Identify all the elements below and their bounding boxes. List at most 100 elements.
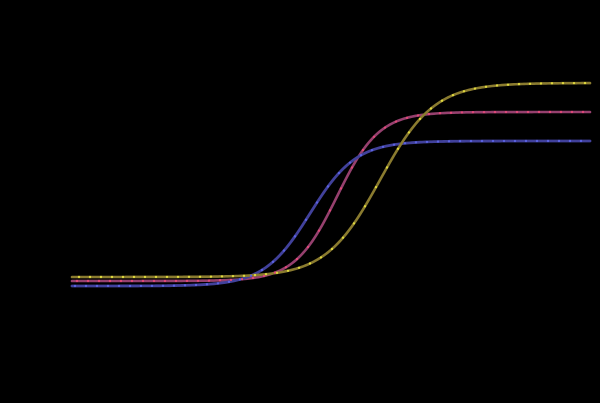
data-point-crimson-sigmoid bbox=[306, 245, 310, 249]
data-point-olive-sigmoid bbox=[484, 85, 488, 88]
data-point-olive-sigmoid bbox=[418, 117, 422, 121]
data-point-olive-sigmoid bbox=[473, 87, 477, 90]
data-point-crimson-sigmoid bbox=[97, 279, 101, 283]
series-markers-olive-sigmoid bbox=[77, 81, 587, 279]
data-point-blue-sigmoid bbox=[216, 282, 220, 285]
data-point-olive-sigmoid bbox=[297, 266, 301, 269]
data-point-crimson-sigmoid bbox=[185, 279, 189, 283]
data-point-crimson-sigmoid bbox=[548, 110, 552, 114]
data-point-olive-sigmoid bbox=[550, 82, 554, 85]
data-point-blue-sigmoid bbox=[403, 142, 407, 145]
data-point-olive-sigmoid bbox=[198, 275, 202, 278]
data-point-blue-sigmoid bbox=[568, 139, 572, 143]
data-point-blue-sigmoid bbox=[337, 171, 341, 175]
data-point-olive-sigmoid bbox=[396, 147, 400, 151]
data-point-crimson-sigmoid bbox=[119, 279, 123, 283]
data-point-crimson-sigmoid bbox=[570, 110, 574, 114]
data-point-blue-sigmoid bbox=[139, 284, 143, 288]
data-point-olive-sigmoid bbox=[352, 222, 356, 225]
data-point-olive-sigmoid bbox=[407, 131, 411, 134]
data-point-blue-sigmoid bbox=[183, 284, 187, 287]
data-point-olive-sigmoid bbox=[572, 81, 576, 85]
data-point-crimson-sigmoid bbox=[493, 110, 497, 114]
data-point-crimson-sigmoid bbox=[361, 148, 365, 152]
data-point-crimson-sigmoid bbox=[328, 209, 332, 212]
data-point-blue-sigmoid bbox=[392, 143, 396, 146]
data-point-blue-sigmoid bbox=[546, 139, 550, 143]
data-point-olive-sigmoid bbox=[99, 275, 103, 279]
data-point-olive-sigmoid bbox=[517, 82, 521, 86]
data-point-crimson-sigmoid bbox=[317, 229, 321, 232]
data-point-crimson-sigmoid bbox=[251, 276, 255, 280]
data-point-blue-sigmoid bbox=[414, 141, 418, 144]
data-point-crimson-sigmoid bbox=[526, 110, 530, 114]
data-point-crimson-sigmoid bbox=[75, 279, 79, 283]
data-point-blue-sigmoid bbox=[557, 139, 561, 143]
data-point-crimson-sigmoid bbox=[295, 257, 299, 261]
data-point-blue-sigmoid bbox=[84, 284, 88, 288]
data-point-blue-sigmoid bbox=[436, 140, 440, 143]
data-point-olive-sigmoid bbox=[330, 247, 334, 251]
data-point-olive-sigmoid bbox=[462, 90, 466, 93]
data-point-olive-sigmoid bbox=[264, 273, 268, 276]
data-point-blue-sigmoid bbox=[480, 139, 484, 143]
data-point-crimson-sigmoid bbox=[427, 112, 431, 116]
data-point-olive-sigmoid bbox=[143, 275, 147, 279]
data-point-crimson-sigmoid bbox=[416, 114, 420, 117]
data-point-olive-sigmoid bbox=[176, 275, 180, 279]
data-point-crimson-sigmoid bbox=[284, 266, 288, 269]
data-point-crimson-sigmoid bbox=[174, 279, 178, 283]
data-point-blue-sigmoid bbox=[524, 139, 528, 143]
data-point-blue-sigmoid bbox=[458, 140, 462, 143]
data-point-crimson-sigmoid bbox=[471, 111, 475, 114]
data-point-olive-sigmoid bbox=[341, 236, 345, 239]
data-point-blue-sigmoid bbox=[161, 284, 165, 287]
data-point-blue-sigmoid bbox=[271, 260, 275, 264]
data-point-crimson-sigmoid bbox=[504, 110, 508, 114]
data-point-blue-sigmoid bbox=[359, 154, 363, 157]
data-point-olive-sigmoid bbox=[308, 262, 312, 265]
data-point-blue-sigmoid bbox=[469, 139, 473, 143]
data-point-olive-sigmoid bbox=[220, 275, 224, 278]
data-point-crimson-sigmoid bbox=[394, 120, 398, 123]
data-point-olive-sigmoid bbox=[363, 205, 367, 208]
data-point-blue-sigmoid bbox=[238, 278, 242, 281]
data-point-crimson-sigmoid bbox=[273, 271, 277, 274]
data-point-crimson-sigmoid bbox=[383, 126, 387, 129]
data-point-blue-sigmoid bbox=[535, 139, 539, 143]
data-point-olive-sigmoid bbox=[165, 275, 169, 279]
data-point-olive-sigmoid bbox=[187, 275, 191, 279]
data-point-crimson-sigmoid bbox=[207, 279, 211, 282]
data-point-crimson-sigmoid bbox=[218, 279, 222, 282]
data-point-blue-sigmoid bbox=[491, 139, 495, 143]
data-point-crimson-sigmoid bbox=[405, 116, 409, 120]
data-point-blue-sigmoid bbox=[128, 284, 132, 288]
data-point-olive-sigmoid bbox=[429, 107, 433, 110]
data-point-crimson-sigmoid bbox=[130, 279, 134, 283]
data-point-crimson-sigmoid bbox=[515, 110, 519, 114]
data-point-olive-sigmoid bbox=[385, 166, 389, 169]
data-point-crimson-sigmoid bbox=[229, 278, 233, 282]
data-point-crimson-sigmoid bbox=[350, 166, 354, 169]
data-point-blue-sigmoid bbox=[348, 161, 352, 164]
data-point-blue-sigmoid bbox=[95, 284, 99, 288]
data-point-blue-sigmoid bbox=[381, 145, 385, 149]
data-point-olive-sigmoid bbox=[242, 274, 246, 277]
data-point-blue-sigmoid bbox=[117, 284, 121, 288]
data-point-blue-sigmoid bbox=[260, 268, 264, 272]
data-point-blue-sigmoid bbox=[425, 140, 429, 144]
data-point-crimson-sigmoid bbox=[460, 111, 464, 114]
data-point-olive-sigmoid bbox=[506, 83, 510, 86]
data-point-crimson-sigmoid bbox=[141, 279, 145, 283]
data-point-olive-sigmoid bbox=[231, 274, 235, 278]
series-markers-crimson-sigmoid bbox=[75, 110, 585, 283]
data-point-olive-sigmoid bbox=[110, 275, 114, 279]
data-point-crimson-sigmoid bbox=[559, 110, 563, 114]
data-point-olive-sigmoid bbox=[583, 81, 587, 85]
data-point-crimson-sigmoid bbox=[537, 110, 541, 114]
data-point-olive-sigmoid bbox=[319, 256, 323, 259]
data-point-olive-sigmoid bbox=[209, 275, 213, 278]
data-point-crimson-sigmoid bbox=[196, 279, 200, 282]
